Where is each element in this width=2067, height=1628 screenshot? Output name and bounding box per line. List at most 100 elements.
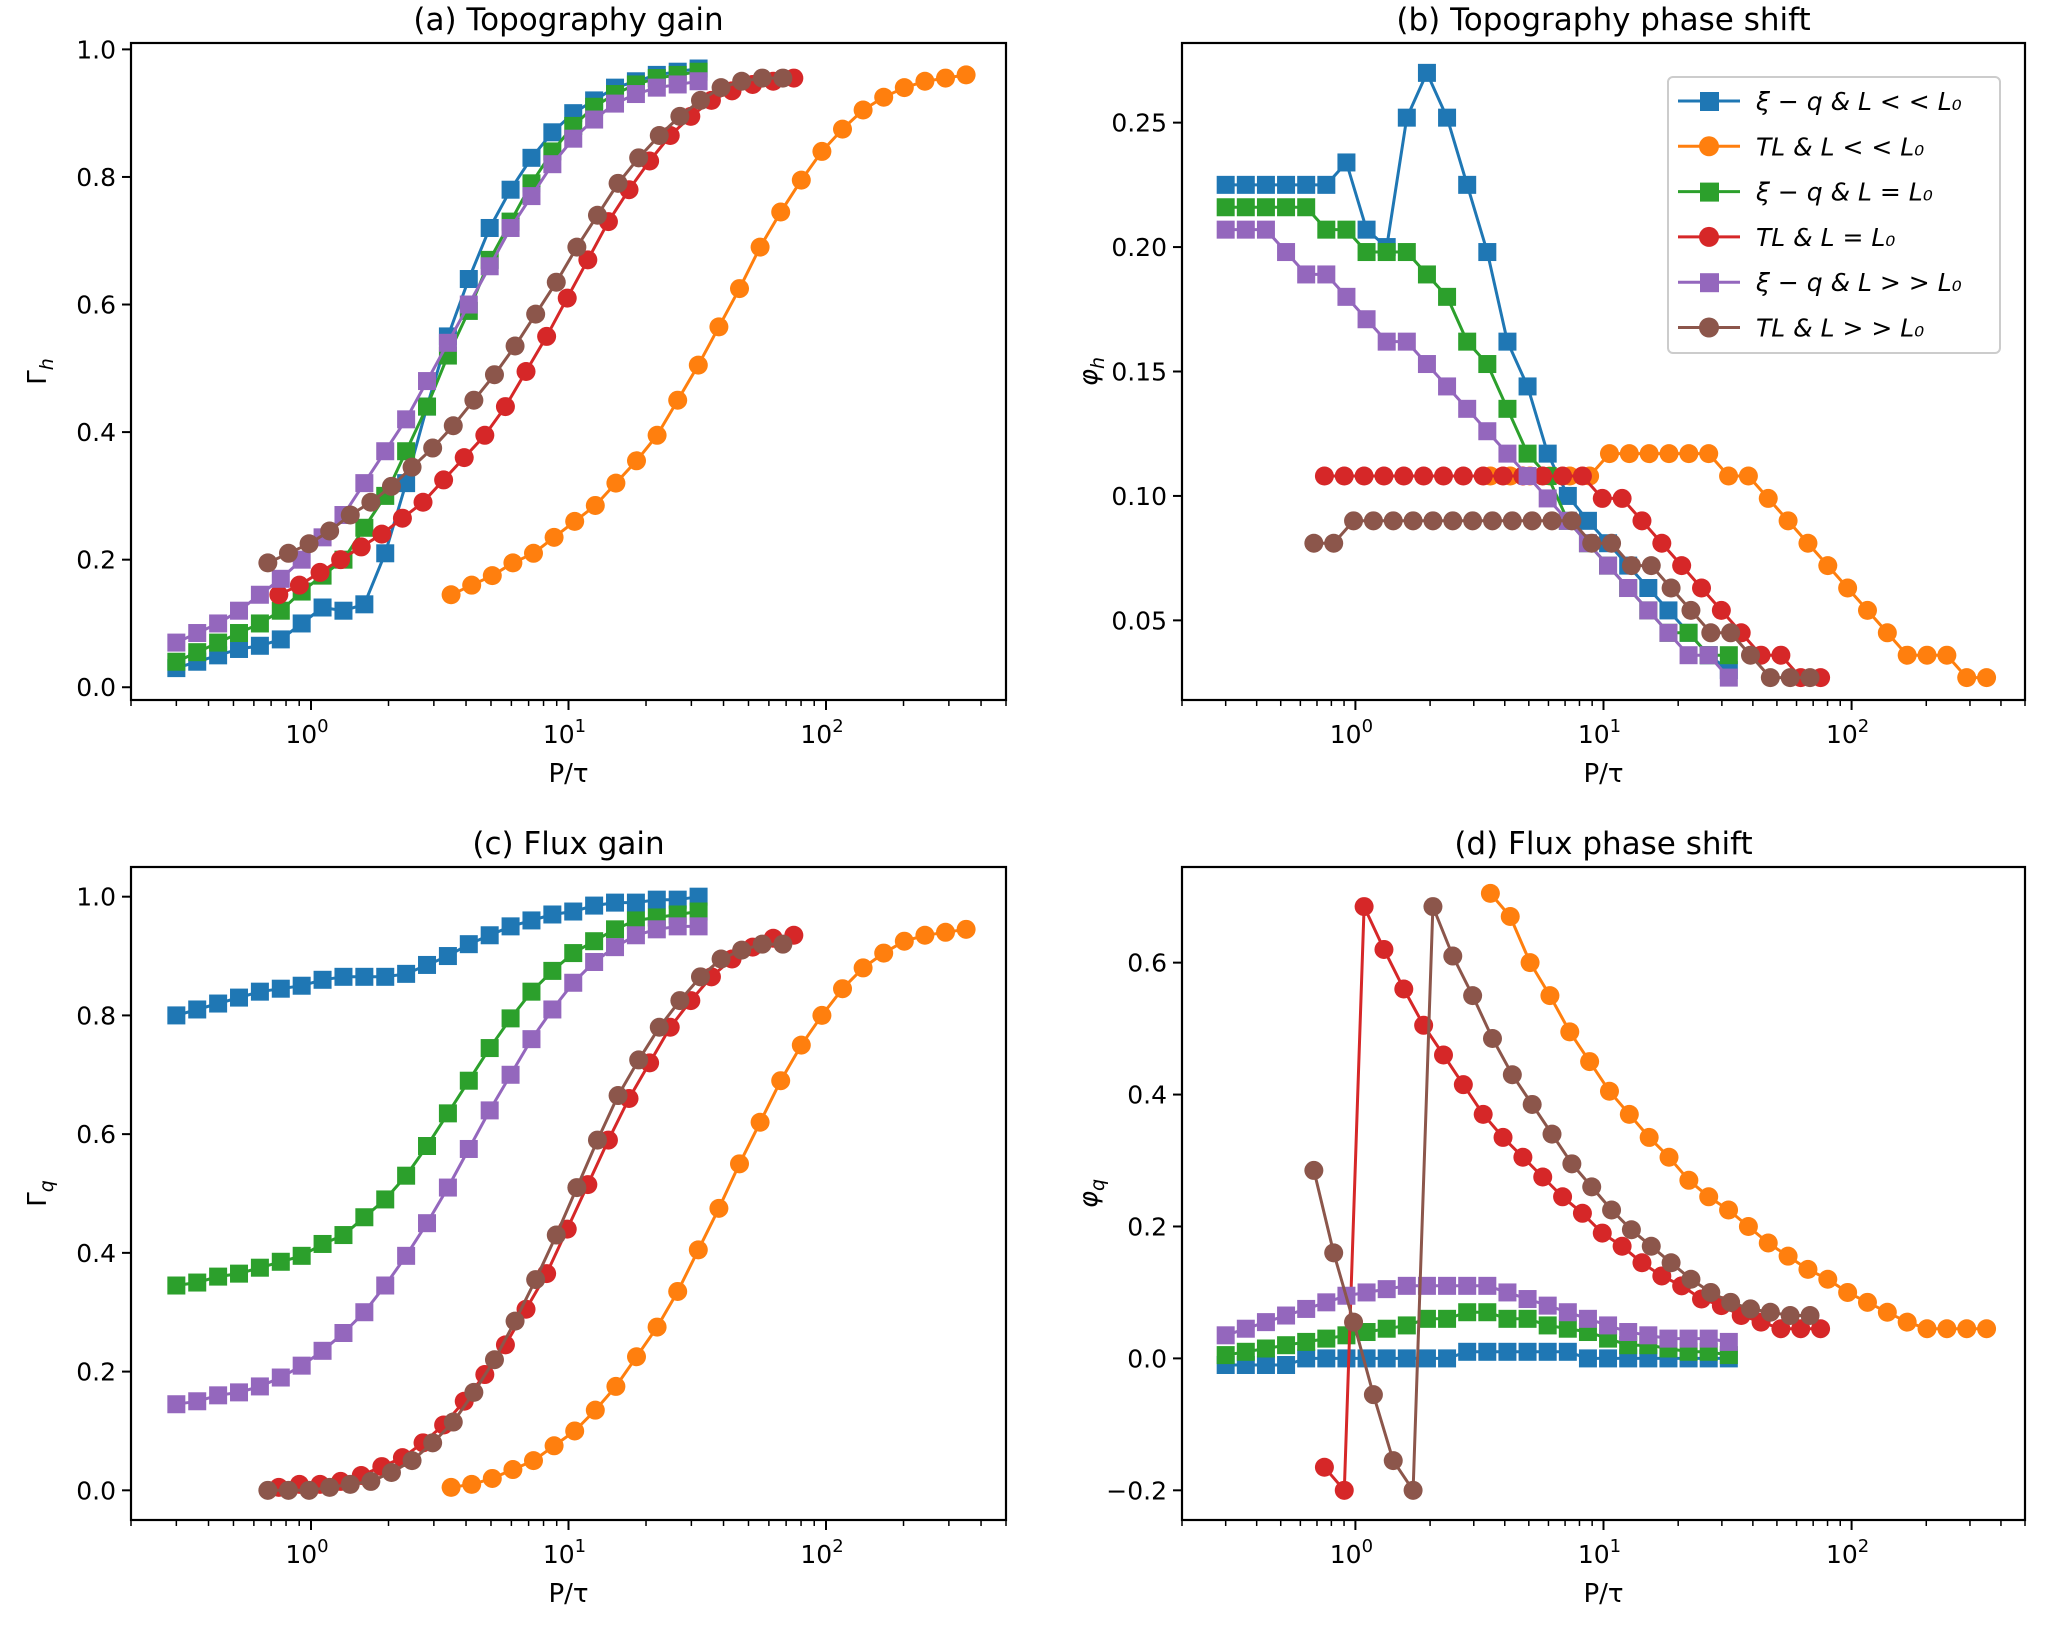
data-point-xq_ll	[292, 976, 311, 995]
data-point-xq_eq	[1478, 1303, 1497, 1322]
data-point-xq_ll	[1216, 175, 1235, 194]
data-point-xq_eq	[1518, 444, 1537, 463]
data-point-tl_gg	[587, 205, 607, 225]
data-point-tl_eq	[310, 562, 330, 582]
data-point-tl_gg	[1800, 1306, 1820, 1326]
data-point-xq_eq	[1256, 198, 1275, 217]
data-point-xq_eq	[1397, 243, 1416, 262]
data-point-xq_gg	[1518, 1290, 1537, 1309]
data-point-xq_ll	[271, 630, 290, 649]
data-point-tl_ll	[1917, 1319, 1937, 1339]
data-point-tl_ll	[791, 1035, 811, 1055]
data-point-tl_gg	[1681, 1269, 1701, 1289]
data-point-xq_eq	[1397, 1316, 1416, 1335]
data-point-tl_gg	[320, 521, 340, 541]
data-point-xq_ll	[1578, 511, 1597, 530]
data-point-xq_ll	[480, 926, 499, 945]
data-point-tl_eq	[1334, 466, 1354, 486]
data-point-xq_ll	[230, 988, 249, 1007]
data-point-tl_gg	[732, 940, 752, 960]
data-point-tl_gg	[1324, 1243, 1344, 1263]
data-point-xq_ll	[1256, 175, 1275, 194]
panel-c: (c) Flux gain 0.0 0.2 0.4 0.6 0.8 1.0 100 101 102…	[23, 826, 1008, 1609]
data-point-tl_eq	[1771, 1319, 1791, 1339]
data-point-xq_gg	[668, 75, 687, 94]
data-point-tl_gg	[526, 1270, 546, 1290]
data-point-tl_eq	[269, 585, 289, 605]
data-point-xq_eq	[1357, 1323, 1376, 1342]
data-point-xq_ll	[1498, 1342, 1517, 1361]
series-tl_ll	[1480, 883, 1997, 1339]
data-point-tl_ll	[1639, 1127, 1659, 1147]
panel-title: (d) Flux phase shift	[1454, 826, 1752, 862]
data-point-xq_eq	[418, 397, 437, 416]
data-point-tl_ll	[668, 390, 688, 410]
data-point-xq_ll	[1558, 486, 1577, 505]
data-point-tl_ll	[915, 71, 935, 91]
data-point-tl_gg	[320, 1477, 340, 1497]
data-point-xq_gg	[1458, 399, 1477, 418]
data-point-xq_gg	[1397, 332, 1416, 351]
data-point-tl_gg	[1661, 578, 1681, 598]
data-point-tl_ll	[585, 495, 605, 515]
data-point-xq_gg	[397, 410, 416, 429]
data-point-xq_gg	[1256, 1313, 1275, 1332]
data-point-tl_gg	[381, 476, 401, 496]
data-point-tl_gg	[1641, 1236, 1661, 1256]
data-point-tl_ll	[1699, 444, 1719, 464]
data-point-tl_ll	[956, 65, 976, 85]
data-point-xq_eq	[1216, 198, 1235, 217]
data-point-tl_eq	[1711, 600, 1731, 620]
data-point-xq_gg	[459, 1139, 478, 1158]
panel-title: (a) Topography gain	[413, 2, 723, 38]
data-point-xq_ll	[1417, 1349, 1436, 1368]
data-point-xq_gg	[355, 1303, 374, 1322]
data-point-tl_ll	[503, 1460, 523, 1480]
data-point-xq_gg	[689, 917, 708, 936]
data-point-xq_eq	[1377, 243, 1396, 262]
data-point-tl_eq	[1414, 466, 1434, 486]
data-point-xq_ll	[167, 1006, 186, 1025]
series-xq_gg	[167, 917, 708, 1414]
data-point-tl_gg	[1502, 511, 1522, 531]
data-point-xq_gg	[1337, 287, 1356, 306]
y-tick-label: 0.6	[1127, 949, 1167, 978]
data-point-tl_gg	[1681, 600, 1701, 620]
data-point-xq_eq	[1216, 1346, 1235, 1365]
data-point-xq_gg	[1639, 601, 1658, 620]
data-point-tl_gg	[464, 1382, 484, 1402]
panel-b: (b) Topography phase shift 0.05 0.10 0.15 0.…	[1074, 2, 2027, 789]
panel-d: (d) Flux phase shift −0.2 0.0 0.2 0.4 0.6 100 1…	[1074, 826, 2027, 1609]
y-tick-label: 0.6	[76, 1120, 116, 1149]
data-point-xq_gg	[1458, 1276, 1477, 1295]
data-point-tl_eq	[1394, 979, 1414, 999]
legend-circle-marker	[1699, 226, 1719, 247]
data-point-tl_gg	[484, 1350, 504, 1370]
y-tick-label: 0.2	[1127, 1212, 1167, 1241]
data-point-xq_gg	[167, 633, 186, 652]
data-point-xq_ll	[626, 893, 645, 912]
data-point-tl_ll	[750, 1112, 770, 1132]
data-point-xq_eq	[397, 1166, 416, 1185]
data-point-xq_gg	[647, 78, 666, 97]
data-point-xq_ll	[606, 893, 625, 912]
x-tick-label: 101	[1578, 716, 1621, 749]
data-point-tl_ll	[956, 919, 976, 939]
data-point-xq_eq	[209, 633, 228, 652]
legend-entry-xq_ll: ξ − q & L < < L₀	[1678, 87, 1962, 116]
data-point-xq_ll	[334, 601, 353, 620]
data-point-xq_eq	[355, 1208, 374, 1227]
legend-entry-tl_ll: TL & L < < L₀	[1678, 132, 1924, 161]
data-point-tl_eq	[1354, 897, 1374, 917]
data-point-xq_eq	[501, 1009, 520, 1028]
data-point-tl_ll	[647, 1317, 667, 1337]
data-point-tl_eq	[1374, 466, 1394, 486]
series-xq_gg	[1216, 220, 1738, 687]
data-point-tl_gg	[423, 438, 443, 458]
data-point-xq_gg	[271, 1368, 290, 1387]
data-point-xq_gg	[188, 624, 207, 643]
data-point-xq_ll	[1317, 1349, 1336, 1368]
data-point-xq_eq	[564, 944, 583, 963]
data-point-tl_ll	[1719, 1200, 1739, 1220]
data-point-xq_gg	[585, 952, 604, 971]
